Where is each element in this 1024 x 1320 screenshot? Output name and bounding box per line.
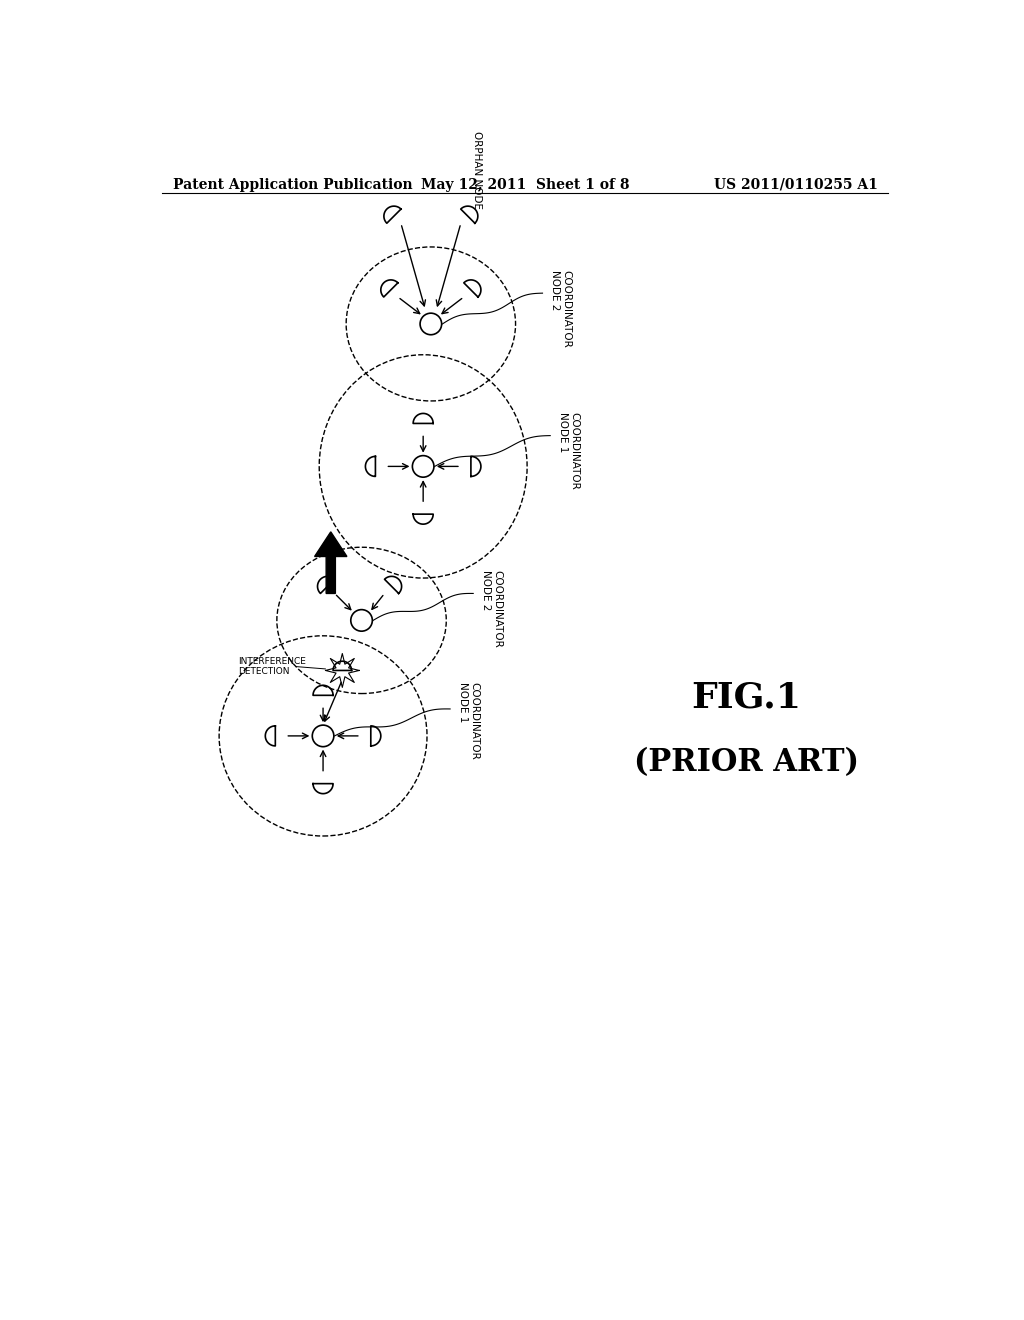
Text: COORDINATOR
NODE 1: COORDINATOR NODE 1	[458, 681, 479, 759]
Text: COORDINATOR
NODE 1: COORDINATOR NODE 1	[558, 412, 580, 490]
Text: May 12, 2011  Sheet 1 of 8: May 12, 2011 Sheet 1 of 8	[421, 178, 629, 191]
Text: Patent Application Publication: Patent Application Publication	[173, 178, 413, 191]
Polygon shape	[326, 653, 359, 688]
Text: COORDINATOR
NODE 2: COORDINATOR NODE 2	[481, 570, 503, 648]
Circle shape	[351, 610, 373, 631]
Text: (PRIOR ART): (PRIOR ART)	[634, 747, 859, 779]
Circle shape	[420, 313, 441, 335]
Circle shape	[413, 455, 434, 478]
Text: FIG.1: FIG.1	[691, 680, 802, 714]
Text: INTERFERENCE
DETECTION: INTERFERENCE DETECTION	[239, 657, 306, 676]
Text: ORPHAN NODE: ORPHAN NODE	[472, 131, 482, 209]
Text: COORDINATOR
NODE 2: COORDINATOR NODE 2	[550, 269, 571, 347]
Text: US 2011/0110255 A1: US 2011/0110255 A1	[714, 178, 878, 191]
FancyArrow shape	[314, 532, 347, 594]
Circle shape	[312, 725, 334, 747]
